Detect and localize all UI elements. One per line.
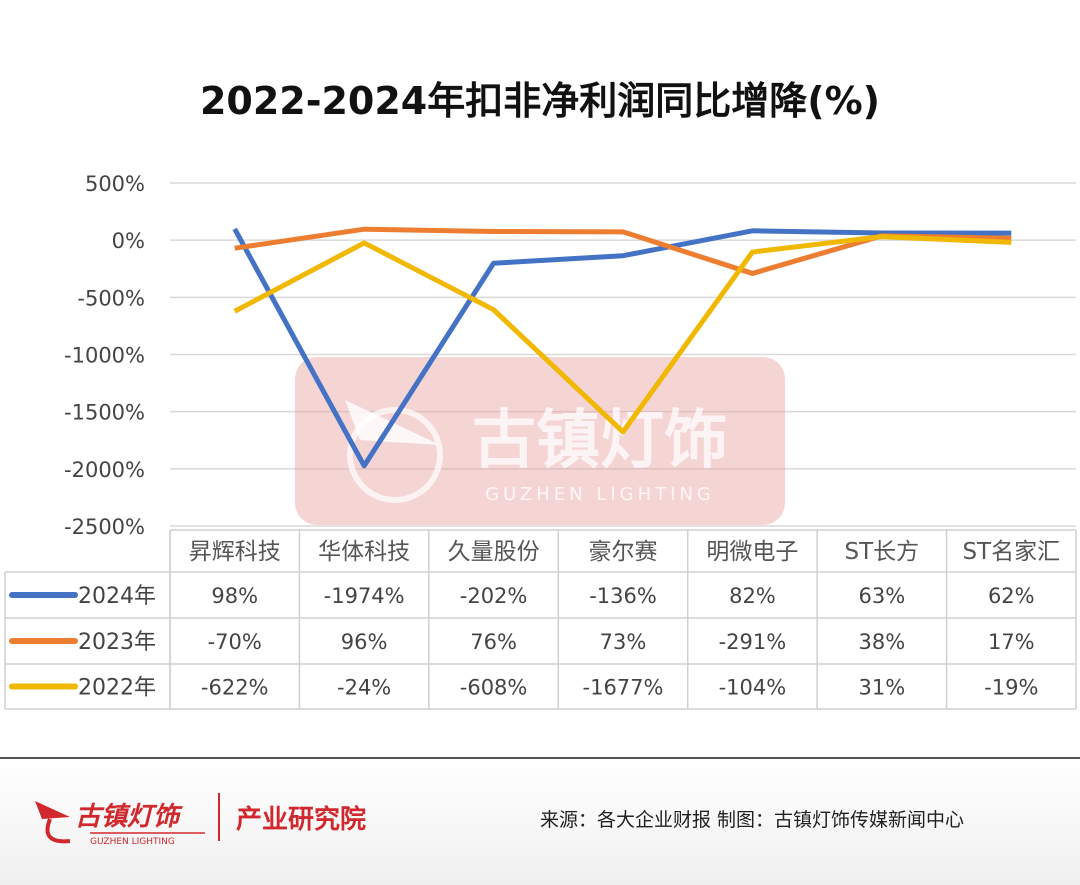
watermark: 古镇灯饰 GUZHEN LIGHTING: [295, 357, 785, 525]
y-tick-label: -1500%: [64, 401, 145, 425]
y-tick-label: -2500%: [64, 515, 145, 539]
y-tick-label: 0%: [112, 229, 145, 253]
y-tick-label: -1000%: [64, 344, 145, 368]
series-line-2024年: [232, 227, 1012, 469]
x-category-label: 豪尔赛: [589, 539, 658, 565]
chart-title: 2022-2024年扣非净利润同比增降(%): [200, 79, 880, 123]
y-tick-label: 500%: [85, 172, 145, 196]
logo-en-text: GUZHEN LIGHTING: [90, 837, 175, 847]
data-table-cell: 17%: [988, 630, 1035, 654]
data-table-cell: 63%: [859, 584, 906, 608]
data-table-cell: 38%: [859, 630, 906, 654]
data-table-cell: -291%: [719, 630, 787, 654]
data-table-cell: -19%: [984, 676, 1038, 700]
x-category-label: 华体科技: [318, 539, 410, 565]
data-table-cell: -136%: [589, 584, 657, 608]
source-note: 来源：各大企业财报 制图：古镇灯饰传媒新闻中心: [540, 809, 965, 831]
y-tick-label: -2000%: [64, 458, 145, 482]
data-table-cell: -104%: [719, 676, 787, 700]
x-category-label: ST名家汇: [962, 539, 1060, 565]
data-table-cell: -70%: [208, 630, 262, 654]
legend-label: 2022年: [78, 676, 156, 701]
star-icon: [35, 801, 70, 819]
x-category-label: 明微电子: [706, 539, 798, 565]
data-table-cell: 98%: [211, 584, 258, 608]
data-table-cell: -1677%: [583, 676, 664, 700]
x-category-label: ST长方: [845, 539, 920, 565]
data-table-cell: 82%: [729, 584, 776, 608]
data-table-cell: 96%: [341, 630, 388, 654]
watermark-en: GUZHEN LIGHTING: [485, 484, 715, 505]
footer: 古镇灯饰 GUZHEN LIGHTING 产业研究院 来源：各大企业财报 制图：…: [0, 757, 1080, 885]
data-table-cell: 31%: [859, 676, 906, 700]
data-table-cell: -1974%: [324, 584, 405, 608]
data-table-cell: -622%: [201, 676, 269, 700]
data-table-cell: -608%: [460, 676, 528, 700]
line-chart: 2022-2024年扣非净利润同比增降(%) 500% 0% -500% -1000%…: [4, 79, 1077, 710]
series-line-2022年: [233, 234, 1012, 435]
data-table-cell: 62%: [988, 584, 1035, 608]
watermark-text: 古镇灯饰: [472, 404, 728, 478]
logo-text: 古镇灯饰: [75, 802, 183, 832]
footer-logo: 古镇灯饰 GUZHEN LIGHTING: [35, 801, 205, 847]
divider: [218, 793, 220, 841]
institute-label: 产业研究院: [236, 805, 367, 835]
data-table-cell: 76%: [470, 630, 517, 654]
legend-label: 2023年: [78, 630, 156, 655]
data-table-cell: 73%: [600, 630, 647, 654]
x-category-label: 久量股份: [448, 539, 540, 565]
data-table-cell: -202%: [460, 584, 528, 608]
data-table-cell: -24%: [337, 676, 391, 700]
legend-label: 2024年: [78, 584, 156, 609]
y-tick-label: -500%: [77, 286, 145, 310]
x-category-label: 昇辉科技: [189, 539, 281, 565]
